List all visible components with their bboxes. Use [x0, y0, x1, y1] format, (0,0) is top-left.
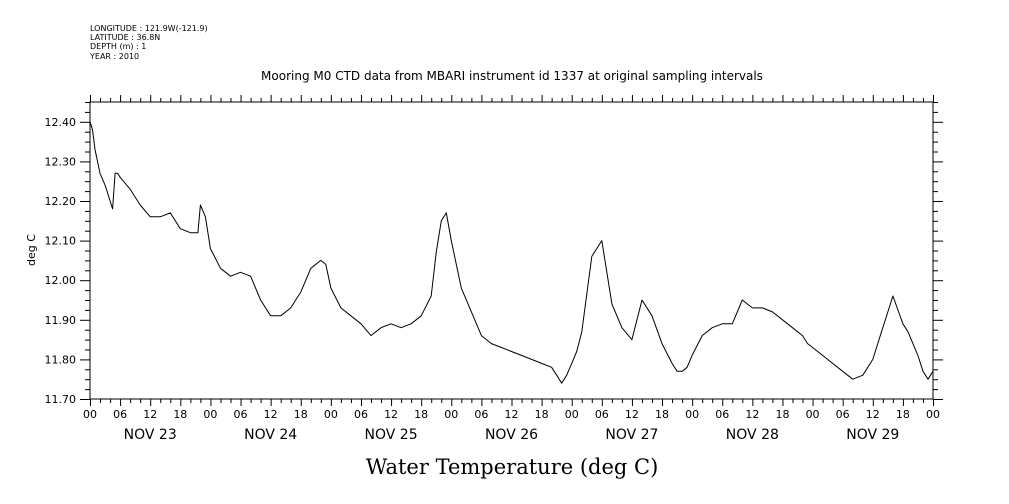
y-tick-label: 12.00 — [45, 274, 77, 287]
axis-labels: 00 06 12 18 00 06 12 18 00 06 12 18 00 06 12 18 00 06 12 18… — [45, 116, 941, 443]
x-day-label: NOV 23 — [124, 427, 177, 443]
x-hour-tick-label: 12 — [866, 408, 880, 421]
y-tick-label: 12.30 — [45, 155, 77, 168]
x-day-label: NOV 28 — [726, 427, 779, 443]
x-axis-label: Water Temperature (deg C) — [366, 455, 659, 479]
y-tick-label: 12.20 — [45, 195, 77, 208]
x-hour-tick-label: 18 — [896, 408, 910, 421]
meta-depth: DEPTH (m) : 1 — [90, 42, 146, 51]
x-hour-tick-label: 06 — [354, 408, 368, 421]
x-hour-tick-label: 18 — [535, 408, 549, 421]
x-hour-tick-label: 00 — [926, 408, 940, 421]
x-hour-tick-label: 06 — [836, 408, 850, 421]
y-tick-label: 11.80 — [45, 353, 77, 366]
axis-ticks — [80, 95, 943, 406]
x-hour-tick-label: 06 — [234, 408, 248, 421]
x-hour-tick-label: 06 — [474, 408, 488, 421]
x-hour-tick-label: 12 — [625, 408, 639, 421]
x-day-label: NOV 24 — [244, 427, 297, 443]
x-hour-tick-label: 06 — [113, 408, 127, 421]
x-day-label: NOV 27 — [605, 427, 658, 443]
x-hour-tick-label: 12 — [143, 408, 157, 421]
x-hour-tick-label: 00 — [685, 408, 699, 421]
x-hour-tick-label: 18 — [414, 408, 428, 421]
chart-title: Mooring M0 CTD data from MBARI instrumen… — [261, 69, 763, 83]
x-hour-tick-label: 12 — [745, 408, 759, 421]
x-hour-tick-label: 06 — [595, 408, 609, 421]
plot-frame — [89, 101, 934, 400]
x-hour-tick-label: 00 — [83, 408, 97, 421]
x-hour-tick-label: 12 — [264, 408, 278, 421]
x-hour-tick-label: 00 — [444, 408, 458, 421]
x-day-label: NOV 26 — [485, 427, 538, 443]
x-hour-tick-label: 00 — [203, 408, 217, 421]
y-tick-label: 11.70 — [45, 393, 77, 406]
x-hour-tick-label: 12 — [505, 408, 519, 421]
temperature-series-line — [89, 121, 934, 384]
x-hour-tick-label: 00 — [806, 408, 820, 421]
y-tick-label: 11.90 — [45, 314, 77, 327]
metadata-block: LONGITUDE : 121.9W(-121.9) LATITUDE : 36… — [89, 24, 208, 61]
x-hour-tick-label: 12 — [384, 408, 398, 421]
y-axis-label: deg C — [25, 234, 38, 266]
x-hour-tick-label: 06 — [715, 408, 729, 421]
meta-year: YEAR : 2010 — [89, 52, 139, 61]
x-hour-tick-label: 00 — [324, 408, 338, 421]
meta-latitude: LATITUDE : 36.8N — [90, 33, 160, 42]
x-hour-tick-label: 18 — [294, 408, 308, 421]
x-hour-tick-label: 00 — [565, 408, 579, 421]
x-hour-tick-label: 18 — [173, 408, 187, 421]
x-day-label: NOV 29 — [846, 427, 899, 443]
meta-longitude: LONGITUDE : 121.9W(-121.9) — [90, 24, 208, 33]
x-hour-tick-label: 18 — [775, 408, 789, 421]
y-tick-label: 12.10 — [45, 235, 77, 248]
x-day-label: NOV 25 — [365, 427, 418, 443]
x-hour-tick-label: 18 — [655, 408, 669, 421]
y-tick-label: 12.40 — [45, 116, 77, 129]
